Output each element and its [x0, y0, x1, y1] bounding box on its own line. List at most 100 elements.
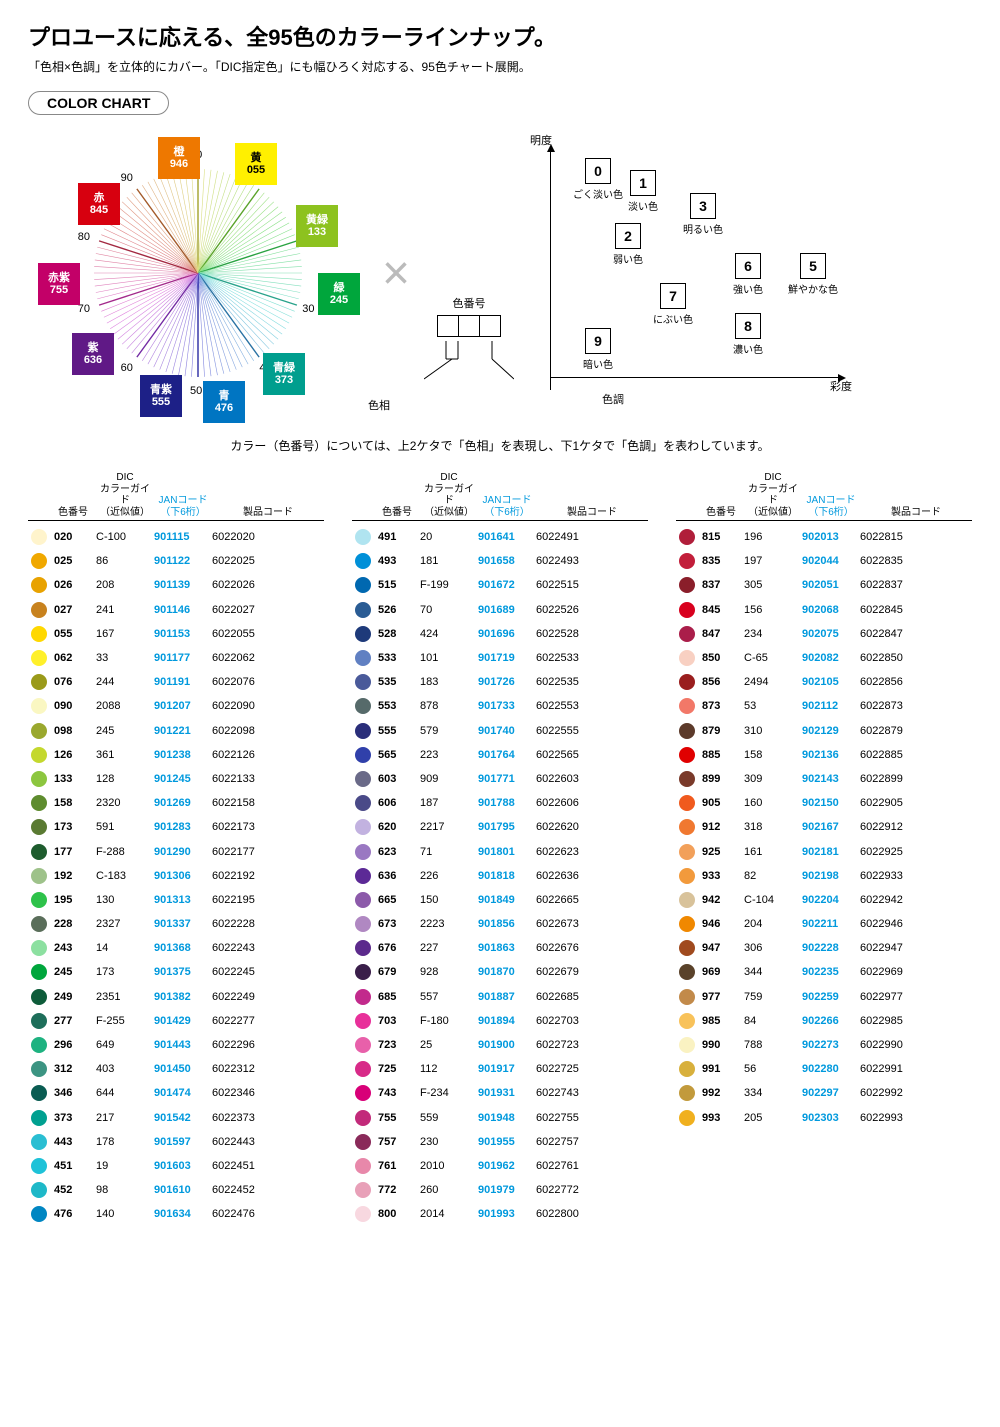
table-col-1: 色番号DICカラーガイド（近似値） JANコード（下6桁）製品コード 020C-… [28, 472, 324, 1226]
table-col-3: 色番号DICカラーガイド（近似値） JANコード（下6桁）製品コード 81519… [676, 472, 972, 1226]
table-row: 8151969020136022815 [676, 525, 972, 549]
table-row: 24923519013826022249 [28, 985, 324, 1009]
wheel-tick: 90 [121, 172, 133, 184]
swatch-icon [31, 626, 47, 642]
table-row: 4431789015976022443 [28, 1130, 324, 1154]
swatch-icon [355, 1206, 371, 1222]
table-row: 76120109019626022761 [352, 1154, 648, 1178]
swatch-icon [679, 698, 695, 714]
table-row: 873539021126022873 [676, 694, 972, 718]
table-row: 025869011226022025 [28, 549, 324, 573]
swatch-icon [31, 964, 47, 980]
table-row: 09020889012076022090 [28, 694, 324, 718]
tone-node: 3明るい色 [683, 193, 723, 236]
swatch-icon [679, 868, 695, 884]
swatch-icon [31, 723, 47, 739]
table-row: 0272419011466022027 [28, 598, 324, 622]
table-row: 9051609021506022905 [676, 791, 972, 815]
hue-swatch: 青紫555 [140, 375, 182, 417]
swatch-icon [679, 1085, 695, 1101]
table-row: 515F-1999016726022515 [352, 573, 648, 597]
swatch-icon [31, 674, 47, 690]
tone-node: 1淡い色 [628, 170, 658, 213]
swatch-icon [355, 723, 371, 739]
page-title: プロユースに応える、全95色のカラーラインナップ。 [28, 20, 972, 52]
table-row: 8451569020686022845 [676, 598, 972, 622]
swatch-icon [355, 868, 371, 884]
table-row: 8993099021436022899 [676, 767, 972, 791]
swatch-icon [355, 650, 371, 666]
swatch-icon [355, 529, 371, 545]
wheel-tick: 70 [78, 303, 90, 315]
swatch-icon [679, 602, 695, 618]
tone-node: 9暗い色 [583, 328, 613, 371]
table-row: 277F-2559014296022277 [28, 1009, 324, 1033]
swatch-icon [31, 916, 47, 932]
table-row: 933829021986022933 [676, 864, 972, 888]
table-row: 0262089011396022026 [28, 573, 324, 597]
swatch-icon [679, 795, 695, 811]
swatch-icon [355, 747, 371, 763]
table-row: 0982459012216022098 [28, 719, 324, 743]
swatch-icon [355, 989, 371, 1005]
swatch-icon [679, 892, 695, 908]
table-row: 9777599022596022977 [676, 985, 972, 1009]
table-row: 243149013686022243 [28, 936, 324, 960]
box-label-top: 色番号 [453, 295, 486, 311]
xlabel: 彩度 [830, 378, 852, 394]
footnote: カラー（色番号）については、上2ケタで「色相」を表現し、下1ケタで「色調」を表わ… [28, 437, 972, 454]
swatch-icon [355, 674, 371, 690]
wheel-tick: 50 [190, 385, 202, 397]
hue-wheel: 00102030405060708090黄055黄緑133緑245青緑373青4… [28, 123, 368, 423]
table-row: 9923349022976022992 [676, 1081, 972, 1105]
wheel-tick: 60 [121, 362, 133, 374]
table-row: 703F-1809018946022703 [352, 1009, 648, 1033]
swatch-icon [31, 1206, 47, 1222]
hue-swatch: 赤紫755 [38, 263, 80, 305]
table-header: 色番号DICカラーガイド（近似値） JANコード（下6桁）製品コード [28, 472, 324, 521]
tone-node: 5鮮やかな色 [788, 253, 838, 296]
table-row: 0551679011536022055 [28, 622, 324, 646]
swatch-icon [31, 795, 47, 811]
wheel-tick: 30 [302, 303, 314, 315]
swatch-icon [355, 1061, 371, 1077]
swatch-icon [31, 1037, 47, 1053]
axis-x [550, 377, 844, 378]
swatch-icon [31, 868, 47, 884]
swatch-icon [355, 1182, 371, 1198]
hue-swatch: 橙946 [158, 137, 200, 179]
tone-node: 7にぶい色 [653, 283, 693, 326]
table-row: 4761409016346022476 [28, 1202, 324, 1226]
table-row: 743F-2349019316022743 [352, 1081, 648, 1105]
table-row: 192C-1839013066022192 [28, 864, 324, 888]
swatch-icon [679, 819, 695, 835]
swatch-icon [679, 1110, 695, 1126]
table-row: 7572309019556022757 [352, 1130, 648, 1154]
axis-y [550, 146, 551, 390]
three-boxes [438, 315, 501, 337]
table-header: 色番号DICカラーガイド（近似値） JANコード（下6桁）製品コード [352, 472, 648, 521]
table-row: 991569022806022991 [676, 1057, 972, 1081]
hue-label-right: 色調 [602, 391, 624, 407]
swatch-icon [679, 844, 695, 860]
table-row: 623719018016022623 [352, 839, 648, 863]
table-row: 1951309013136022195 [28, 888, 324, 912]
swatch-icon [679, 553, 695, 569]
table-row: 7251129019176022725 [352, 1057, 648, 1081]
swatch-icon [31, 1134, 47, 1150]
swatch-icon [31, 1085, 47, 1101]
table-row: 9932059023036022993 [676, 1106, 972, 1130]
table-row: 8793109021296022879 [676, 719, 972, 743]
table-row: 6362269018186022636 [352, 864, 648, 888]
swatch-icon [355, 1085, 371, 1101]
ylabel: 明度 [530, 132, 552, 148]
color-number-legend: 色番号 [424, 295, 514, 381]
table-row: 3732179015426022373 [28, 1106, 324, 1130]
table-col-2: 色番号DICカラーガイド（近似値） JANコード（下6桁）製品コード 49120… [352, 472, 648, 1226]
table-row: 452989016106022452 [28, 1178, 324, 1202]
swatch-icon [355, 795, 371, 811]
tone-node: 6強い色 [733, 253, 763, 296]
table-row: 85624949021056022856 [676, 670, 972, 694]
table-row: 22823279013376022228 [28, 912, 324, 936]
tables: 色番号DICカラーガイド（近似値） JANコード（下6桁）製品コード 020C-… [28, 472, 972, 1226]
